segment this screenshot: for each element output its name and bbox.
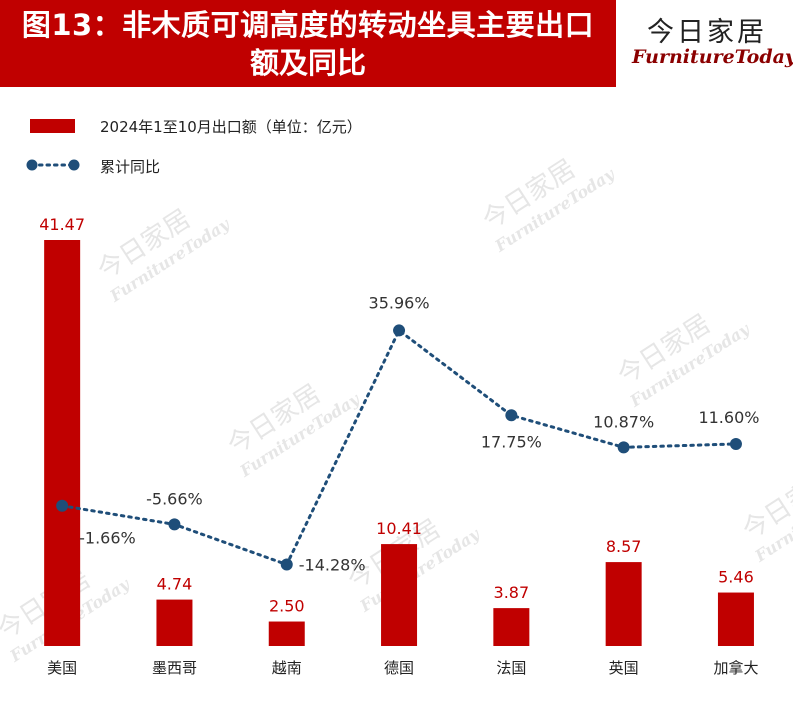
line-value-label: 11.60% — [698, 408, 759, 427]
bar — [605, 562, 642, 646]
legend-line-marker — [26, 159, 80, 171]
line-point — [505, 409, 518, 422]
bar-value-label: 10.41 — [376, 519, 422, 538]
title-banner: 图13：非木质可调高度的转动坐具主要出口 额及同比 — [0, 0, 616, 87]
legend-line-label: 累计同比 — [100, 158, 161, 176]
line-point — [168, 518, 181, 531]
line-value-label: 10.87% — [593, 412, 654, 431]
category-label: 英国 — [609, 659, 639, 677]
chart-title-line-2: 额及同比 — [249, 46, 366, 80]
logo-text-cn: 今日家居 — [647, 17, 767, 48]
line-value-label: 35.96% — [369, 293, 430, 312]
line-value-label: 17.75% — [481, 432, 542, 451]
bar — [44, 240, 81, 646]
line-value-label: -14.28% — [299, 556, 366, 575]
bar-value-label: 41.47 — [39, 215, 85, 234]
line-value-label: -5.66% — [146, 489, 203, 508]
line-point — [393, 324, 406, 337]
line-point — [280, 558, 293, 571]
bar — [381, 544, 418, 646]
bar-value-label: 4.74 — [157, 575, 193, 594]
category-label: 加拿大 — [713, 659, 758, 677]
line-point — [56, 499, 69, 512]
line-point — [617, 441, 630, 454]
legend-bar-swatch — [30, 119, 75, 133]
bar-value-label: 2.50 — [269, 597, 305, 616]
logo-text-en: FurnitureToday — [632, 46, 793, 68]
bar — [268, 621, 305, 646]
bar-value-label: 5.46 — [718, 568, 754, 587]
category-label: 法国 — [496, 659, 526, 677]
category-label: 墨西哥 — [152, 659, 197, 677]
bar — [717, 592, 754, 646]
bar — [493, 608, 530, 646]
bar — [156, 599, 193, 646]
bar-value-label: 8.57 — [606, 537, 642, 556]
bar-value-label: 3.87 — [494, 583, 530, 602]
line-value-label: -1.66% — [79, 529, 136, 548]
category-label: 越南 — [272, 659, 302, 677]
category-label: 美国 — [47, 659, 77, 677]
chart-title-line-1: 图13：非木质可调高度的转动坐具主要出口 — [21, 8, 595, 42]
legend-bar-label: 2024年1至10月出口额（单位：亿元） — [100, 118, 362, 136]
category-label: 德国 — [384, 659, 414, 677]
line-point — [729, 437, 742, 450]
